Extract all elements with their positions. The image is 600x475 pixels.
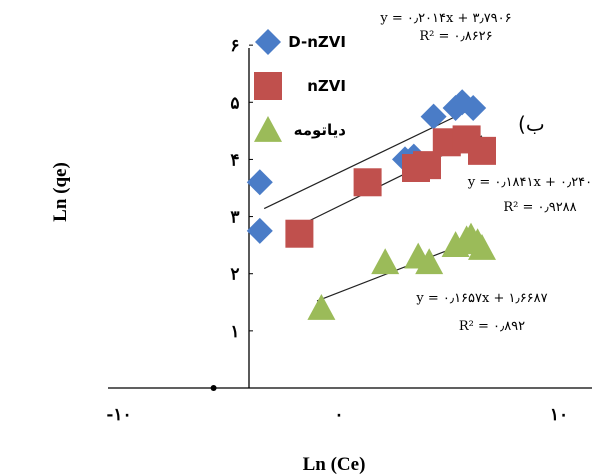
legend-swatch-square [254, 72, 282, 100]
y-tick-label: ۵ [230, 93, 239, 113]
data-point-diamond [246, 217, 273, 244]
legend-swatch-diamond [255, 29, 281, 55]
data-point-square [285, 219, 314, 248]
trendline-r2: R² = ۰٫۸۶۲۶ [419, 29, 492, 44]
legend: D-nZVI nZVI دیاتومه [254, 29, 346, 142]
data-point-diamond [420, 103, 447, 130]
x-tick-label: ۱۰ [550, 405, 568, 425]
x-tick-label: ۰ [334, 405, 343, 425]
data-point-diamond [246, 169, 273, 196]
y-tick-label: ۱ [230, 322, 239, 342]
legend-label: دیاتومه [294, 121, 347, 139]
trendline-equation: y = ۰٫۱۸۴۱x + ۰٫۲۴۰ [467, 175, 592, 190]
data-points-layer [246, 89, 496, 320]
legend-label: nZVI [307, 77, 346, 95]
data-point-square [353, 168, 382, 197]
trendline-equation: y = ۰٫۲۰۱۴x + ۳٫۷۹۰۶ [379, 11, 511, 26]
data-point-triangle [307, 294, 336, 320]
data-point-triangle [415, 248, 444, 275]
trendline-r2: R² = ۰٫۹۲۸۸ [503, 200, 576, 215]
data-point-square [468, 136, 496, 165]
data-point-triangle [371, 248, 400, 275]
y-tick-label: ۶ [230, 36, 239, 56]
origin-dot [210, 385, 217, 391]
axes-layer [108, 44, 592, 391]
legend-label: D-nZVI [288, 33, 346, 51]
x-tick-label: -۱۰ [106, 405, 131, 425]
data-point-diamond [460, 95, 487, 121]
tick-labels-layer: -۱۰ ۰ ۱۰ ۱ ۲ ۳ ۴ ۵ ۶ [106, 36, 568, 425]
x-axis-title: Ln (Ce) [303, 454, 366, 475]
trendline-equation: y = ۰٫۱۶۵۷x + ۱٫۶۶۸۷ [415, 291, 547, 306]
y-tick-label: ۴ [230, 150, 239, 170]
legend-swatch-triangle [254, 116, 282, 142]
trendline-equations: y = ۰٫۲۰۱۴x + ۳٫۷۹۰۶ R² = ۰٫۸۶۲۶ y = ۰٫۱۸۴… [379, 11, 592, 334]
y-tick-label: ۳ [230, 208, 239, 228]
data-point-triangle [468, 234, 496, 260]
y-axis-title: Ln (qe) [50, 162, 71, 222]
trendline-r2: R² = ۰٫۸۹۲ [459, 319, 525, 334]
y-tick-label: ۲ [230, 265, 239, 285]
panel-label: (ب [518, 112, 545, 136]
